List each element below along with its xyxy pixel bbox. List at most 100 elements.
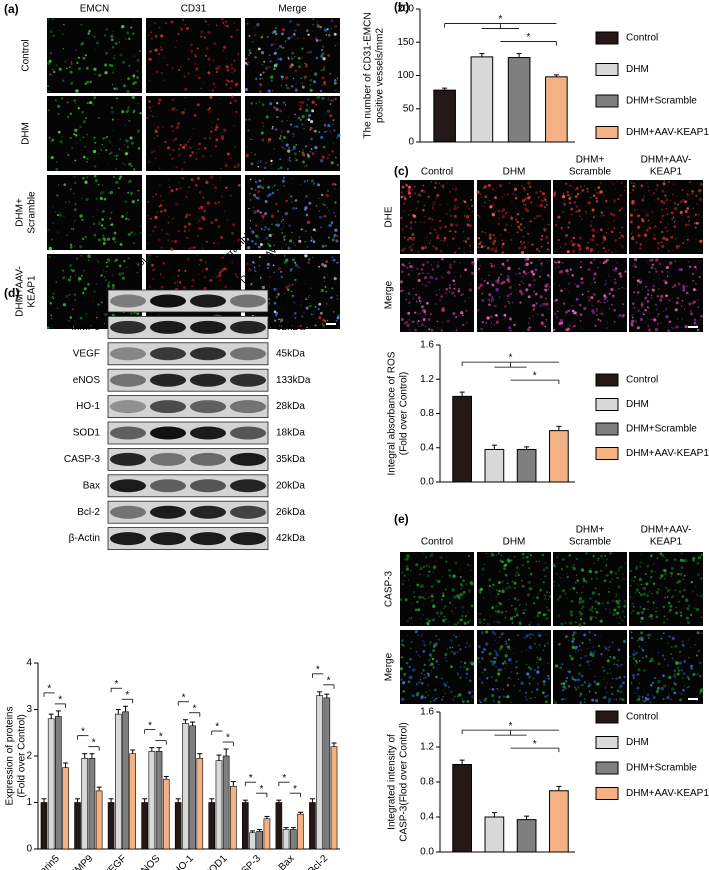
cell-signal xyxy=(273,30,277,34)
cell-signal xyxy=(661,270,664,274)
cell-signal xyxy=(632,674,636,678)
cell-signal xyxy=(308,305,310,308)
cell-signal xyxy=(312,240,316,243)
cell-signal xyxy=(600,554,603,558)
cell-signal xyxy=(596,682,600,686)
cell-signal xyxy=(429,664,431,667)
cell-signal xyxy=(454,276,456,278)
cell-signal xyxy=(608,307,611,310)
cell-signal xyxy=(98,117,100,119)
cell-signal xyxy=(218,271,222,274)
cell-signal xyxy=(591,608,593,610)
cell-signal xyxy=(427,195,431,199)
cell-signal xyxy=(506,298,509,300)
cell-signal xyxy=(58,67,62,71)
cell-signal xyxy=(167,222,170,224)
cell-signal xyxy=(466,611,469,614)
cell-signal xyxy=(570,600,574,603)
cell-signal xyxy=(564,593,567,595)
cell-signal xyxy=(323,264,327,268)
cell-signal xyxy=(418,680,421,684)
cell-signal xyxy=(669,608,672,612)
cell-signal xyxy=(641,305,644,308)
cell-signal xyxy=(624,599,626,601)
cell-signal xyxy=(609,655,612,658)
cell-signal xyxy=(434,580,436,582)
cell-signal xyxy=(544,562,547,564)
cell-signal xyxy=(636,690,638,692)
cell-signal xyxy=(96,317,98,319)
cell-signal xyxy=(546,694,549,697)
cell-signal xyxy=(524,556,527,559)
significance: * xyxy=(499,14,503,25)
y-axis-label: CASP-3(Flod over Control) xyxy=(399,722,410,841)
cell-signal xyxy=(692,279,695,282)
cell-signal xyxy=(105,51,108,55)
cell-signal xyxy=(465,321,468,324)
cell-signal xyxy=(410,225,412,227)
cell-signal xyxy=(110,211,113,214)
cell-signal xyxy=(629,655,631,658)
cell-signal xyxy=(291,258,296,262)
cell-signal xyxy=(197,148,200,151)
cell-signal xyxy=(481,631,484,634)
cell-signal xyxy=(514,194,516,196)
cell-signal xyxy=(582,577,586,581)
cell-signal xyxy=(297,116,301,120)
cell-signal xyxy=(262,125,265,127)
cell-signal xyxy=(428,619,431,623)
cell-signal xyxy=(443,615,445,618)
cell-signal xyxy=(580,568,585,572)
y-axis-label: The number of CD31-EMCN xyxy=(363,12,374,138)
cell-signal xyxy=(261,103,265,107)
cell-signal xyxy=(336,316,340,320)
cell-signal xyxy=(81,111,84,114)
cell-signal xyxy=(562,229,564,232)
cell-signal xyxy=(675,301,679,305)
cell-signal xyxy=(493,236,497,240)
cell-signal xyxy=(229,102,232,105)
cell-signal xyxy=(635,651,638,655)
cell-signal xyxy=(634,566,638,570)
cell-signal xyxy=(656,295,659,298)
cell-signal xyxy=(688,656,690,659)
cell-signal xyxy=(214,145,217,148)
cell-signal xyxy=(62,303,67,307)
cell-signal xyxy=(643,194,645,197)
cell-signal xyxy=(133,18,135,20)
cell-signal xyxy=(636,686,640,690)
cell-signal xyxy=(138,49,141,53)
micrograph xyxy=(553,552,627,626)
cell-signal xyxy=(657,588,660,591)
cell-signal xyxy=(647,576,649,578)
cell-signal xyxy=(113,260,116,262)
cell-signal xyxy=(513,586,517,590)
cell-signal xyxy=(127,114,129,116)
cell-signal xyxy=(505,586,509,590)
cell-signal xyxy=(461,293,464,296)
cell-signal xyxy=(184,97,186,99)
cell-signal xyxy=(534,696,536,699)
cell-signal xyxy=(149,50,152,53)
cell-signal xyxy=(553,328,556,332)
cell-signal xyxy=(660,241,663,244)
cell-signal xyxy=(86,134,88,136)
cell-signal xyxy=(440,240,442,242)
significance: * xyxy=(192,703,196,714)
cell-signal xyxy=(501,218,503,220)
cell-signal xyxy=(189,138,191,140)
cell-signal xyxy=(654,268,657,270)
bar xyxy=(452,395,472,483)
cell-signal xyxy=(265,66,269,70)
cell-signal xyxy=(606,692,608,694)
cell-signal xyxy=(469,668,471,669)
cell-signal xyxy=(65,201,67,204)
cell-signal xyxy=(412,238,415,241)
cell-signal xyxy=(678,268,682,272)
cell-signal xyxy=(562,302,566,305)
cell-signal xyxy=(492,700,495,702)
cell-signal xyxy=(162,126,164,128)
blot-strip xyxy=(107,368,269,392)
cell-signal xyxy=(90,324,92,327)
cell-signal xyxy=(267,89,271,93)
